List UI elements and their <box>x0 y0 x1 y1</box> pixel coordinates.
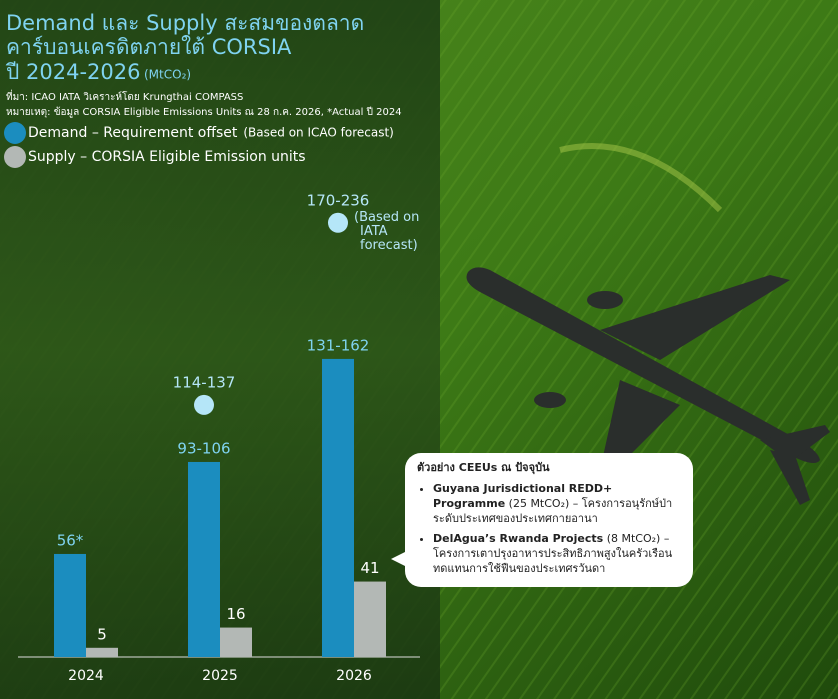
x-tick-label: 2026 <box>336 668 372 684</box>
demand-bar <box>188 461 220 657</box>
item-text: (8 MtCO₂) – โครงการเตาปรุงอาหารประสิทธิภ… <box>433 532 673 576</box>
iata-label: 170-236 <box>307 191 370 209</box>
value-label: 16 <box>226 605 245 623</box>
airplane <box>466 267 830 505</box>
iata-point <box>328 212 348 233</box>
value-label: 56* <box>57 531 84 549</box>
value-label: 41 <box>360 559 379 577</box>
legend-swatch <box>4 122 26 144</box>
callout-item: DelAgua’s Rwanda Projects (8 MtCO₂) – โค… <box>433 532 681 577</box>
legend-swatch <box>4 146 26 168</box>
unit: (MtCO₂) <box>144 68 191 82</box>
value-label: 131-162 <box>307 336 370 354</box>
iata-annotation: (Based on IATA forecast) <box>354 209 419 252</box>
chart-title: Demand และ Supply สะสมของตลาด <box>6 11 364 35</box>
source: ที่มา: ICAO IATA วิเคราะห์โดย Krungthai … <box>6 89 243 103</box>
demand-bar <box>54 553 86 657</box>
callout-item: Guyana Jurisdictional REDD+ Programme (2… <box>433 482 681 527</box>
value-label: 93-106 <box>177 439 230 457</box>
legend-label: Supply – CORSIA Eligible Emission units <box>28 149 306 165</box>
item-name: DelAgua’s Rwanda Projects <box>433 532 604 546</box>
chart-title: คาร์บอนเครดิตภายใต้ CORSIA <box>6 35 292 59</box>
demand-bar <box>322 358 354 657</box>
field-path <box>559 143 723 213</box>
item-text: (25 MtCO₂) – โครงการอนุรักษ์ป่าระดับประเ… <box>433 496 673 525</box>
supply-bar <box>220 627 252 657</box>
legend-note: (Based on ICAO forecast) <box>243 126 393 140</box>
iata-point <box>194 394 214 415</box>
note: หมายเหตุ: ข้อมูล CORSIA Eligible Emissio… <box>6 106 402 118</box>
x-tick-label: 2025 <box>202 668 238 684</box>
x-tick-label: 2024 <box>68 668 104 684</box>
value-label: 5 <box>97 625 107 643</box>
chart-title: ปี 2024-2026 <box>5 60 140 84</box>
item-name: Guyana Jurisdictional REDD+ Programme <box>433 481 613 510</box>
iata-label: 114-137 <box>173 373 236 391</box>
legend-label: Demand – Requirement offset <box>28 125 238 141</box>
supply-bar <box>354 581 386 657</box>
callout: ตัวอย่าง CEEUs ณ ปัจจุบัน Guyana Jurisdi… <box>391 453 693 587</box>
supply-bar <box>86 647 118 657</box>
callout-title: ตัวอย่าง CEEUs ณ ปัจจุบัน <box>417 461 550 474</box>
callout-list: Guyana Jurisdictional REDD+ Programme (2… <box>417 482 681 577</box>
